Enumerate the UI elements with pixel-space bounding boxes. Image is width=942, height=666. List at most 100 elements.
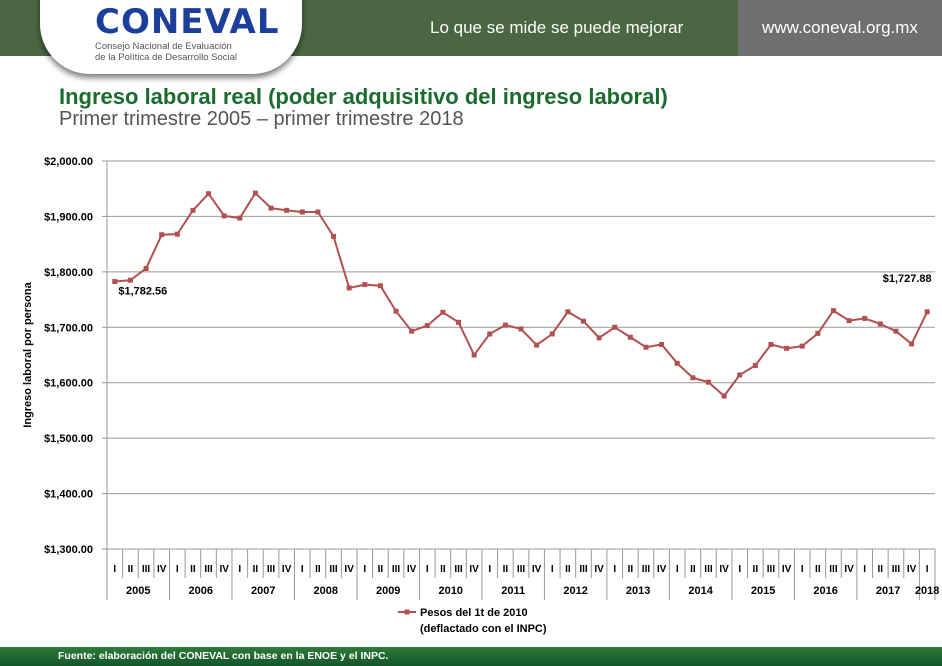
quarter-label: I	[863, 564, 866, 575]
quarter-label: III	[142, 564, 151, 575]
quarter-label: II	[690, 564, 696, 575]
year-label: 2016	[813, 585, 837, 597]
quarter-label: I	[238, 564, 241, 575]
data-point	[206, 191, 212, 197]
data-point	[830, 308, 836, 314]
quarter-label: I	[426, 564, 429, 575]
data-point	[471, 352, 477, 358]
quarter-label: II	[378, 564, 384, 575]
data-point	[784, 345, 790, 351]
data-point	[705, 379, 711, 385]
y-tick-label: $1,700.00	[44, 322, 93, 334]
data-point	[346, 285, 352, 291]
quarter-label: III	[704, 564, 713, 575]
legend-label-line2: (deflactado con el INPC)	[420, 623, 547, 635]
footer: Fuente: elaboración del CONEVAL con base…	[0, 647, 942, 666]
series-line	[114, 191, 929, 398]
quarter-label: II	[128, 564, 134, 575]
y-tick-label: $1,500.00	[44, 433, 93, 445]
year-label: 2014	[688, 585, 713, 597]
quarter-label: III	[267, 564, 276, 575]
legend-marker	[404, 609, 410, 615]
year-label: 2015	[751, 585, 775, 597]
data-point	[862, 315, 868, 321]
quarter-label: II	[878, 564, 884, 575]
data-point	[815, 330, 821, 336]
data-point	[237, 215, 243, 221]
quarter-label: III	[829, 564, 838, 575]
data-label: $1,727.88	[883, 273, 932, 285]
y-tick-label: $1,300.00	[44, 544, 93, 556]
quarter-label: IV	[157, 564, 167, 575]
data-point	[112, 279, 118, 285]
data-point	[393, 308, 399, 314]
data-point	[487, 331, 493, 337]
data-point	[549, 331, 555, 337]
quarter-label: III	[329, 564, 338, 575]
year-label: 2017	[876, 585, 900, 597]
data-point	[596, 335, 602, 341]
year-label: 2008	[313, 585, 337, 597]
year-label: 2012	[563, 585, 587, 597]
data-point	[440, 309, 446, 315]
data-point	[580, 318, 586, 324]
quarter-label: I	[113, 564, 116, 575]
quarter-label: II	[503, 564, 509, 575]
data-point	[799, 343, 805, 349]
data-point	[159, 232, 165, 238]
quarter-label: IV	[532, 564, 542, 575]
page-subtitle: Primer trimestre 2005 – primer trimestre…	[59, 108, 464, 130]
year-label: 2006	[188, 585, 212, 597]
website-url[interactable]: www.coneval.org.mx	[738, 0, 942, 56]
year-label: 2005	[126, 585, 150, 597]
url-text: www.coneval.org.mx	[762, 18, 918, 37]
quarter-label: II	[565, 564, 571, 575]
logo-subtitle: Consejo Nacional de Evaluación de la Polí…	[95, 41, 238, 63]
quarter-label: I	[301, 564, 304, 575]
data-point	[752, 363, 758, 369]
year-label: 2007	[251, 585, 275, 597]
quarter-label: I	[488, 564, 491, 575]
quarter-label: IV	[219, 564, 229, 575]
y-tick-label: $1,400.00	[44, 489, 93, 501]
y-axis-label: Ingreso laboral por persona	[22, 281, 34, 427]
quarter-label: IV	[844, 564, 854, 575]
data-point	[252, 190, 258, 196]
quarter-label: III	[579, 564, 588, 575]
quarter-label: IV	[594, 564, 604, 575]
quarter-label: I	[738, 564, 741, 575]
data-point	[877, 321, 883, 327]
year-label: 2010	[438, 585, 462, 597]
quarter-label: IV	[344, 564, 354, 575]
data-point	[674, 360, 680, 366]
quarter-label: III	[642, 564, 651, 575]
data-point	[174, 231, 180, 237]
data-point	[127, 277, 133, 283]
quarter-label: I	[676, 564, 679, 575]
quarter-label: II	[315, 564, 321, 575]
source-note: Fuente: elaboración del CONEVAL con base…	[58, 650, 389, 662]
quarter-label: III	[892, 564, 901, 575]
quarter-label: III	[767, 564, 776, 575]
quarter-label: IV	[907, 564, 917, 575]
data-point	[143, 266, 149, 272]
quarter-label: I	[176, 564, 179, 575]
data-point	[565, 309, 571, 315]
data-point	[627, 334, 633, 340]
quarter-label: II	[253, 564, 259, 575]
data-point	[534, 342, 540, 348]
legend-label: Pesos del 1t de 2010	[420, 607, 528, 619]
quarter-label: II	[628, 564, 634, 575]
year-label: 2018	[915, 585, 939, 597]
quarter-label: IV	[469, 564, 479, 575]
data-point	[268, 205, 274, 211]
y-tick-label: $1,800.00	[44, 267, 93, 279]
quarter-label: IV	[407, 564, 417, 575]
data-point	[893, 328, 899, 334]
quarter-label: I	[551, 564, 554, 575]
quarter-label: III	[392, 564, 401, 575]
data-point	[315, 209, 321, 215]
quarter-label: I	[363, 564, 366, 575]
quarter-label: I	[801, 564, 804, 575]
data-point	[221, 213, 227, 219]
